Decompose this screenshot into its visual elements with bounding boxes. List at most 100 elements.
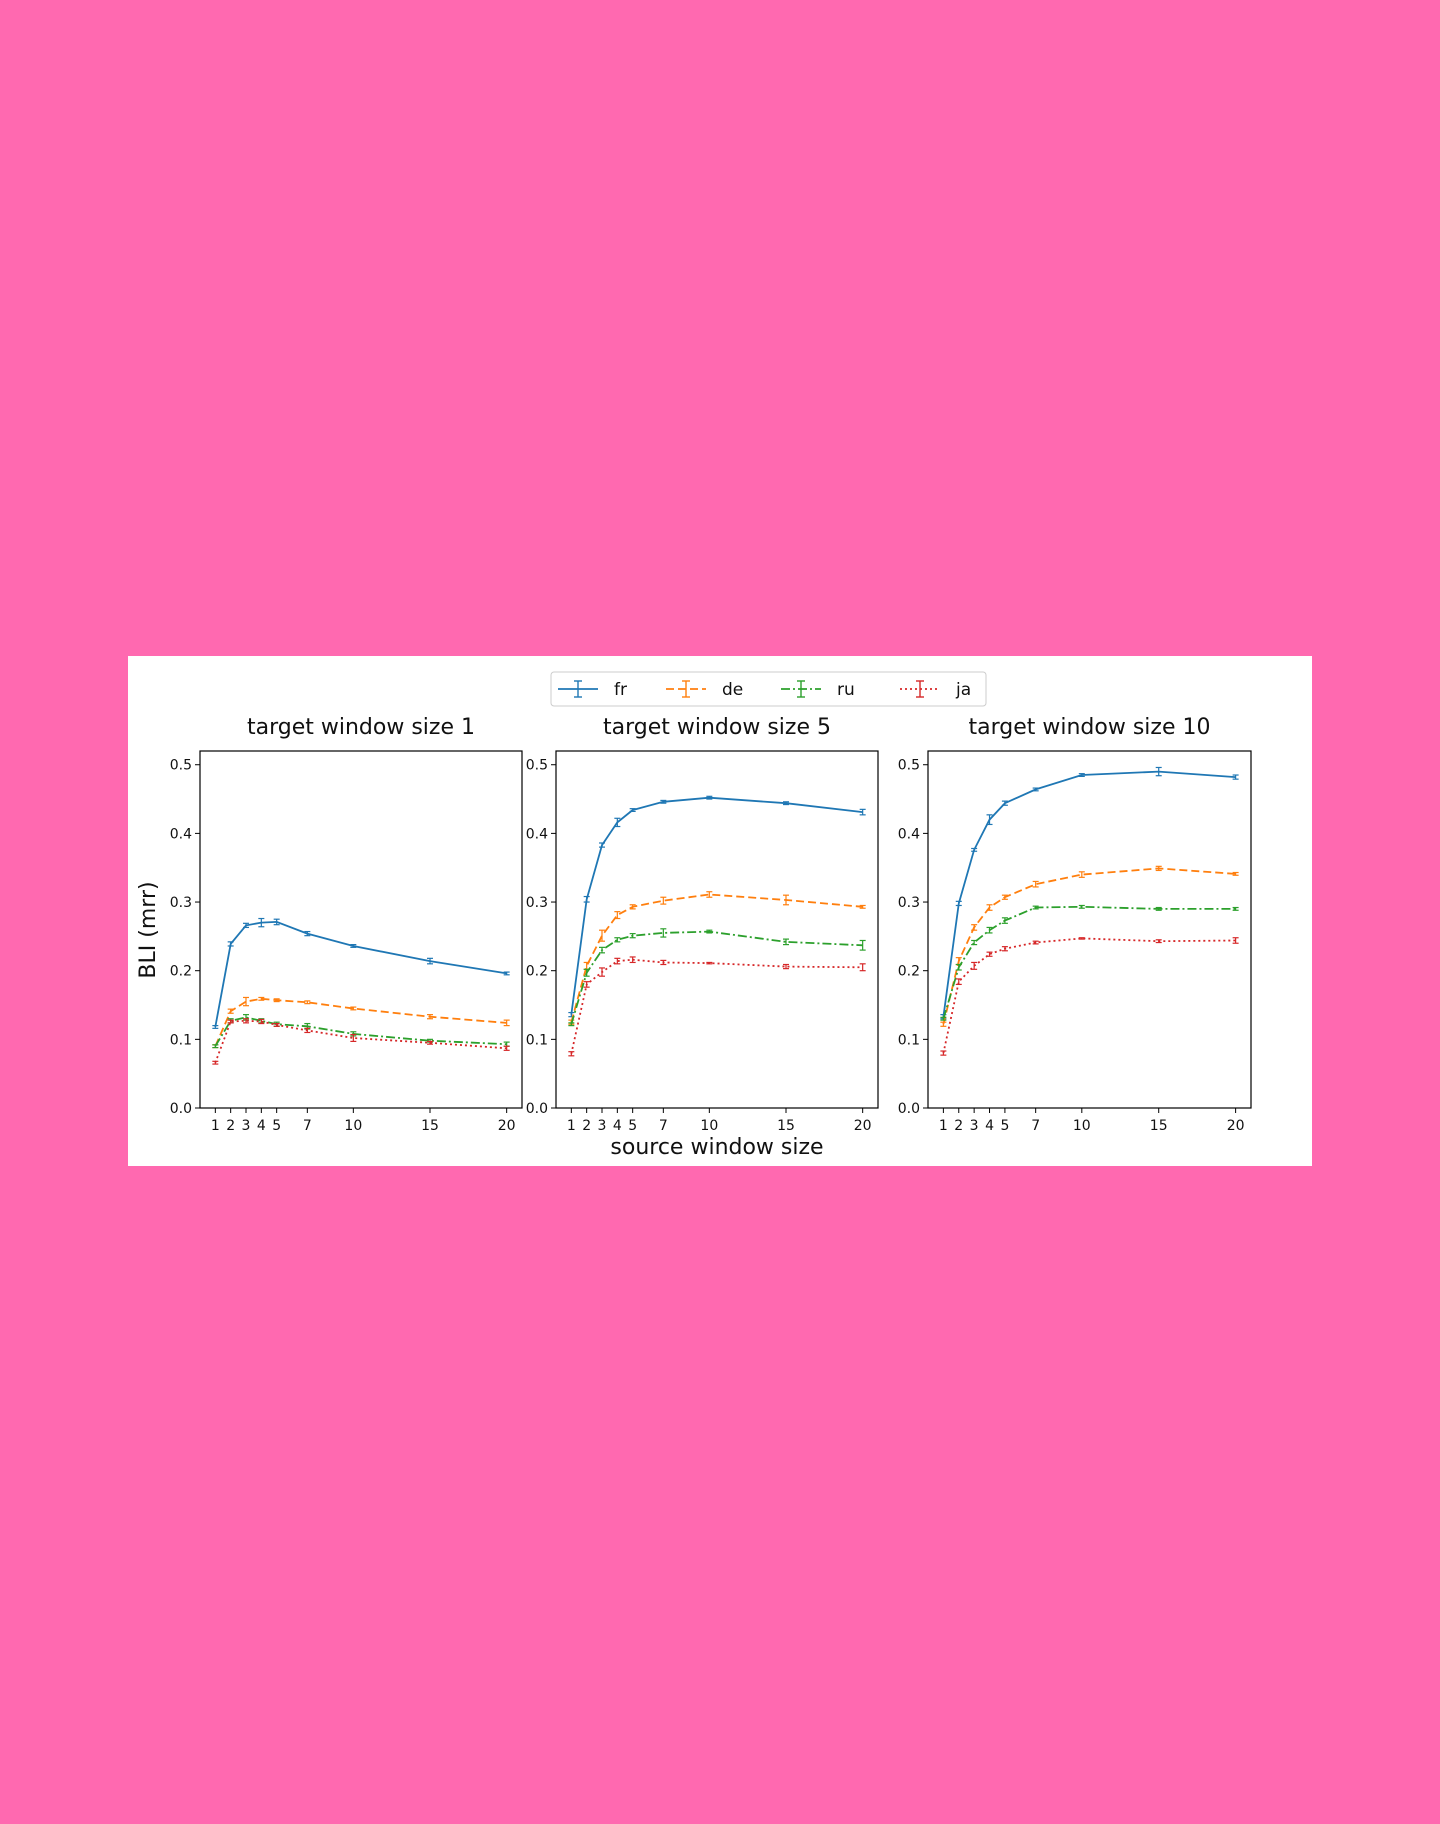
x-tick-label: 20	[1227, 1118, 1245, 1134]
x-tick-label: 5	[1000, 1118, 1009, 1134]
legend-frame	[550, 671, 987, 707]
error-bar-de	[599, 929, 605, 942]
error-bar-fr	[350, 944, 357, 948]
error-bar-ru	[1155, 906, 1162, 911]
error-bar-ja	[986, 951, 993, 957]
series-de	[568, 891, 866, 1025]
error-bar-de	[304, 1000, 311, 1005]
error-bar-de	[243, 996, 249, 1007]
series-fr	[568, 795, 866, 1018]
error-bar-fr	[258, 917, 265, 928]
y-tick-label: 0.2	[898, 964, 920, 980]
error-bar-ru	[1032, 905, 1039, 910]
x-tick-label: 4	[985, 1118, 994, 1134]
y-tick-label: 0.5	[526, 758, 548, 774]
error-bar-ja	[568, 1051, 575, 1057]
x-tick-label: 10	[344, 1118, 362, 1134]
x-axis-label: source window size	[610, 1135, 823, 1160]
error-bar-de	[940, 1021, 947, 1027]
error-bar-de	[1001, 894, 1008, 900]
x-tick-label: 5	[628, 1118, 637, 1134]
error-bar-de	[273, 998, 280, 1003]
error-bar-fr	[503, 971, 510, 976]
y-tick-label: 0.4	[898, 826, 920, 842]
error-bar-fr	[1155, 766, 1162, 777]
error-bar-ja	[304, 1027, 311, 1034]
error-bar-ru	[568, 1022, 575, 1027]
y-tick-label: 0.4	[170, 826, 192, 842]
x-tick-label: 7	[659, 1118, 668, 1134]
error-bar-ru	[1232, 906, 1239, 911]
error-bar-ja	[1155, 939, 1162, 944]
y-tick-label: 0.0	[898, 1101, 920, 1117]
error-bar-de	[706, 891, 713, 898]
x-tick-label: 20	[498, 1118, 516, 1134]
error-bar-ja	[243, 1018, 249, 1024]
error-bar-de	[614, 911, 621, 920]
error-bar-fr	[706, 795, 713, 800]
x-tick-label: 2	[226, 1118, 235, 1134]
error-bar-fr	[1078, 773, 1085, 778]
error-bar-fr	[1001, 800, 1008, 806]
error-bar-ru	[583, 968, 590, 977]
error-bar-fr	[660, 799, 667, 804]
error-bar-ja	[706, 961, 713, 965]
error-bar-ja	[212, 1060, 219, 1065]
x-tick-label: 10	[700, 1118, 718, 1134]
error-bar-ja	[227, 1019, 234, 1024]
x-tick-label: 10	[1073, 1118, 1091, 1134]
error-bar-ja	[614, 957, 621, 965]
error-bar-ja	[859, 963, 866, 972]
error-bar-fr	[614, 817, 621, 828]
legend: fr de ru ja	[550, 671, 987, 707]
error-bar-ja	[783, 963, 789, 970]
error-bar-ru	[1001, 917, 1008, 924]
error-bar-fr	[273, 918, 280, 926]
error-bar-ja	[1001, 946, 1008, 952]
y-tick-label: 0.2	[526, 964, 548, 980]
subplot-1: target window size 10.00.10.20.30.40.51 2…	[170, 715, 523, 1134]
y-tick-label: 0.5	[898, 758, 920, 774]
error-bar-fr	[971, 847, 978, 852]
error-bar-fr	[986, 814, 993, 826]
error-bar-de	[258, 996, 265, 1001]
x-tick-label: 1	[567, 1118, 576, 1134]
y-tick-label: 0.1	[526, 1032, 548, 1048]
error-bar-ja	[940, 1050, 947, 1056]
legend-label: de	[722, 680, 743, 700]
x-tick-label: 4	[613, 1118, 622, 1134]
error-bar-ja	[660, 959, 667, 966]
error-bar-ru	[859, 939, 866, 951]
subplot-2: target window size 50.00.10.20.30.40.51 2…	[526, 715, 879, 1134]
legend-item-ja: ja	[900, 680, 971, 700]
x-tick-label: 1	[211, 1118, 220, 1134]
y-tick-label: 0.1	[170, 1032, 192, 1048]
error-bar-de	[971, 924, 978, 931]
y-axis-label: BLI (mrr)	[136, 881, 161, 978]
plot-frame	[199, 750, 523, 1109]
error-bar-de	[350, 1006, 357, 1011]
error-bar-ru	[706, 929, 713, 934]
series-ja	[568, 956, 866, 1057]
error-bar-ru	[1078, 904, 1085, 909]
plot-frame	[555, 750, 879, 1109]
error-bar-ja	[350, 1033, 357, 1043]
error-bar-ja	[427, 1040, 433, 1045]
error-bar-ja	[971, 961, 978, 970]
x-tick-label: 15	[421, 1118, 439, 1134]
y-tick-label: 0.3	[898, 895, 920, 911]
error-bar-ru	[212, 1044, 219, 1049]
error-bar-fr	[629, 808, 636, 813]
error-bar-ru	[660, 928, 667, 938]
error-bar-ja	[1232, 937, 1239, 944]
legend-item-ru: ru	[781, 680, 855, 700]
error-bar-ru	[971, 939, 978, 946]
error-bar-ru	[629, 933, 636, 939]
y-tick-label: 0.3	[526, 895, 548, 911]
error-bar-fr	[1232, 774, 1239, 780]
y-tick-label: 0.2	[170, 964, 192, 980]
error-bar-de	[986, 904, 993, 911]
series-fr	[212, 917, 510, 1029]
y-tick-label: 0.3	[170, 895, 192, 911]
error-bar-ja	[599, 967, 605, 977]
